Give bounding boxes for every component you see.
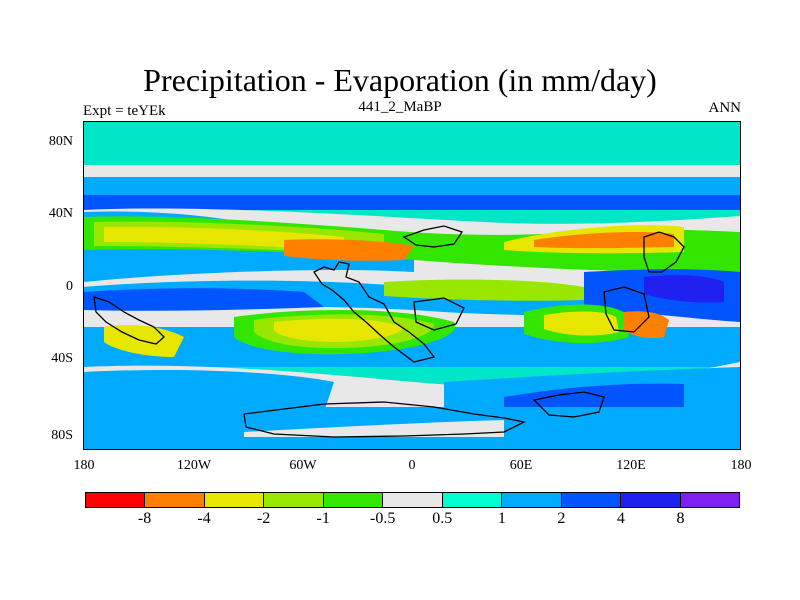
colorbar-label: -1 xyxy=(316,510,330,527)
colorbar xyxy=(85,492,740,508)
experiment-label: Expt = teYEk xyxy=(83,103,166,119)
y-tick-label: 80S xyxy=(51,428,73,443)
colorbar-swatch xyxy=(86,493,146,507)
x-tick-label: 60E xyxy=(509,458,533,473)
precip-minus-evap-field xyxy=(84,122,740,449)
colorbar-swatch xyxy=(502,493,562,507)
y-tick-label: 0 xyxy=(66,279,73,294)
colorbar-swatch xyxy=(680,493,739,507)
x-tick-label: 0 xyxy=(408,458,416,473)
x-tick-label: 60W xyxy=(289,458,317,473)
season-label: ANN xyxy=(708,100,742,116)
colorbar-swatch xyxy=(561,493,622,507)
case-label: 441_2_MaBP xyxy=(358,99,442,115)
colorbar-label: 2 xyxy=(557,510,566,527)
x-tick-label: 120W xyxy=(176,458,212,473)
x-tick-label: 180 xyxy=(730,458,752,473)
y-tick-label: 40S xyxy=(51,351,73,366)
colorbar-label: -4 xyxy=(197,510,211,527)
x-tick-label: 120E xyxy=(616,458,646,473)
colorbar-label: 8 xyxy=(676,510,685,527)
colorbar-swatch xyxy=(145,493,205,507)
colorbar-swatch xyxy=(323,493,384,507)
colorbar-swatch xyxy=(442,493,503,507)
colorbar-swatch xyxy=(264,493,324,507)
colorbar-label: 4 xyxy=(616,510,625,527)
colorbar-label: -8 xyxy=(137,510,152,527)
y-tick-label: 80N xyxy=(48,134,73,149)
colorbar-label: -0.5 xyxy=(370,510,396,527)
colorbar-label: 0.5 xyxy=(432,510,453,527)
colorbar-swatch xyxy=(204,493,265,507)
colorbar-swatch xyxy=(383,493,443,507)
map-title: Precipitation - Evaporation (in mm/day) xyxy=(143,62,657,98)
map-plot xyxy=(83,121,741,450)
colorbar-label: 1 xyxy=(497,510,506,527)
colorbar-swatch xyxy=(621,493,681,507)
x-tick-label: 180 xyxy=(73,458,95,473)
y-tick-label: 40N xyxy=(48,206,73,221)
colorbar-label: -2 xyxy=(256,510,271,527)
